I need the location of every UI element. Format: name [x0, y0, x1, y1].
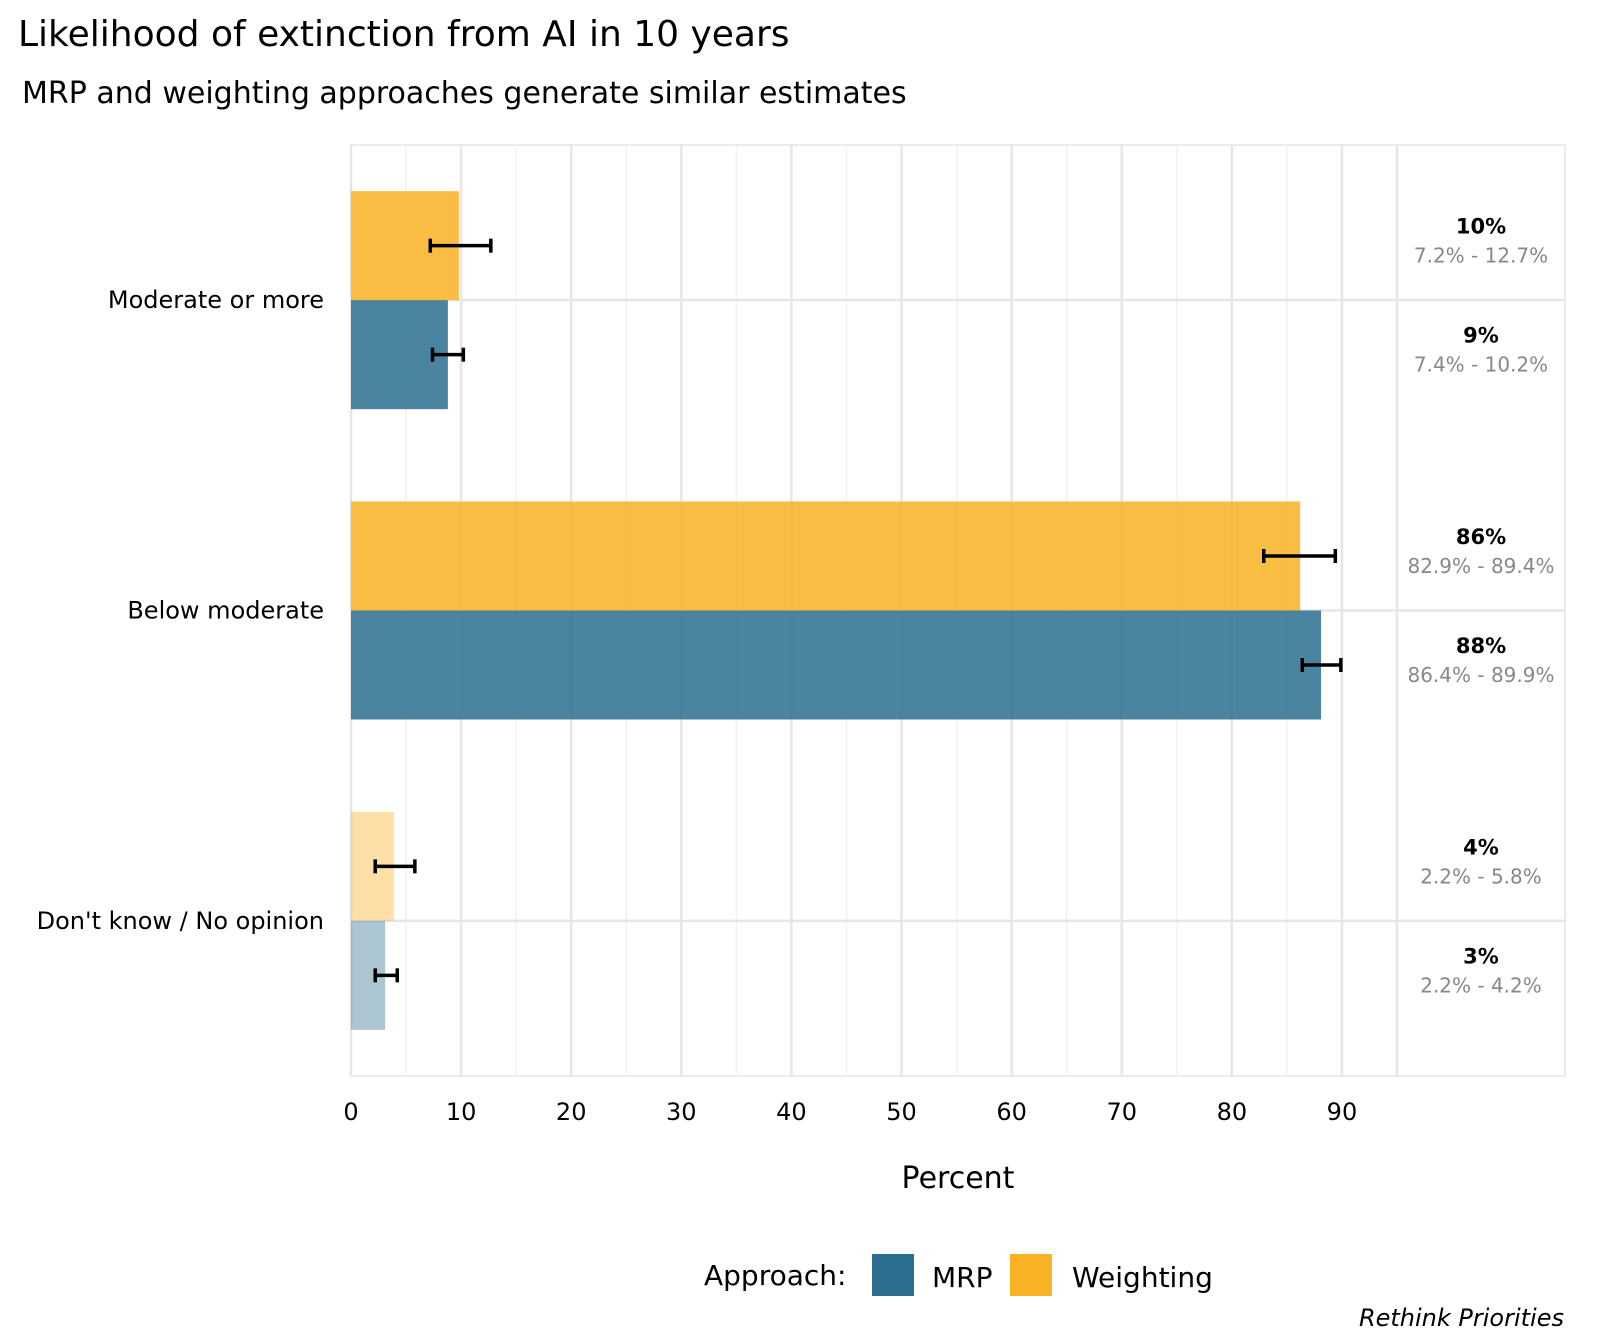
x-tick-label: 0	[343, 1098, 358, 1126]
x-axis-ticks: 0 10 20 30 40 50 60 70 80 90	[343, 1098, 1357, 1126]
legend-swatch-mrp	[872, 1254, 914, 1296]
caption: Rethink Priorities	[1359, 1304, 1564, 1332]
x-tick-label: 40	[776, 1098, 807, 1126]
x-tick-label: 70	[1106, 1098, 1137, 1126]
ci-label-mrp: 2.2% - 4.2%	[1420, 973, 1542, 997]
ci-label-weighting: 7.2% - 12.7%	[1414, 244, 1548, 268]
x-tick-label: 60	[996, 1098, 1027, 1126]
chart-subtitle: MRP and weighting approaches generate si…	[22, 76, 907, 111]
legend: Approach: MRP Weighting	[704, 1254, 1213, 1296]
value-label-mrp: 88%	[1456, 634, 1506, 658]
value-label-weighting: 10%	[1456, 215, 1506, 239]
x-tick-label: 50	[886, 1098, 917, 1126]
bars-layer	[351, 191, 1322, 1030]
x-tick-label: 80	[1217, 1098, 1248, 1126]
ci-label-mrp: 7.4% - 10.2%	[1414, 353, 1548, 377]
legend-swatch-weighting	[1010, 1254, 1052, 1296]
category-label: Below moderate	[127, 597, 324, 625]
category-label: Moderate or more	[108, 286, 324, 314]
legend-title: Approach:	[704, 1259, 846, 1292]
value-label-weighting: 86%	[1456, 525, 1506, 549]
value-label-mrp: 3%	[1463, 944, 1499, 968]
bar-weighting	[351, 501, 1301, 611]
ci-label-mrp: 86.4% - 89.9%	[1407, 663, 1554, 687]
x-tick-label: 90	[1327, 1098, 1358, 1126]
value-labels: 10% 7.2% - 12.7% 9% 7.4% - 10.2% 86% 82.9% - …	[1407, 215, 1554, 998]
category-labels: Moderate or more Below moderate Don't know…	[37, 286, 324, 935]
x-tick-label: 30	[666, 1098, 697, 1126]
x-tick-label: 10	[446, 1098, 477, 1126]
ci-label-weighting: 2.2% - 5.8%	[1420, 864, 1542, 888]
ci-label-weighting: 82.9% - 89.4%	[1407, 554, 1554, 578]
legend-label-mrp: MRP	[932, 1261, 993, 1294]
value-label-weighting: 4%	[1463, 835, 1499, 859]
x-axis-title: Percent	[902, 1161, 1015, 1196]
x-tick-label: 20	[556, 1098, 587, 1126]
bar-mrp	[351, 610, 1322, 720]
chart-title: Likelihood of extinction from AI in 10 y…	[18, 14, 790, 55]
category-label: Don't know / No opinion	[37, 907, 324, 935]
legend-label-weighting: Weighting	[1072, 1261, 1213, 1294]
errorbars-layer	[373, 238, 1343, 983]
value-label-mrp: 9%	[1463, 324, 1499, 348]
